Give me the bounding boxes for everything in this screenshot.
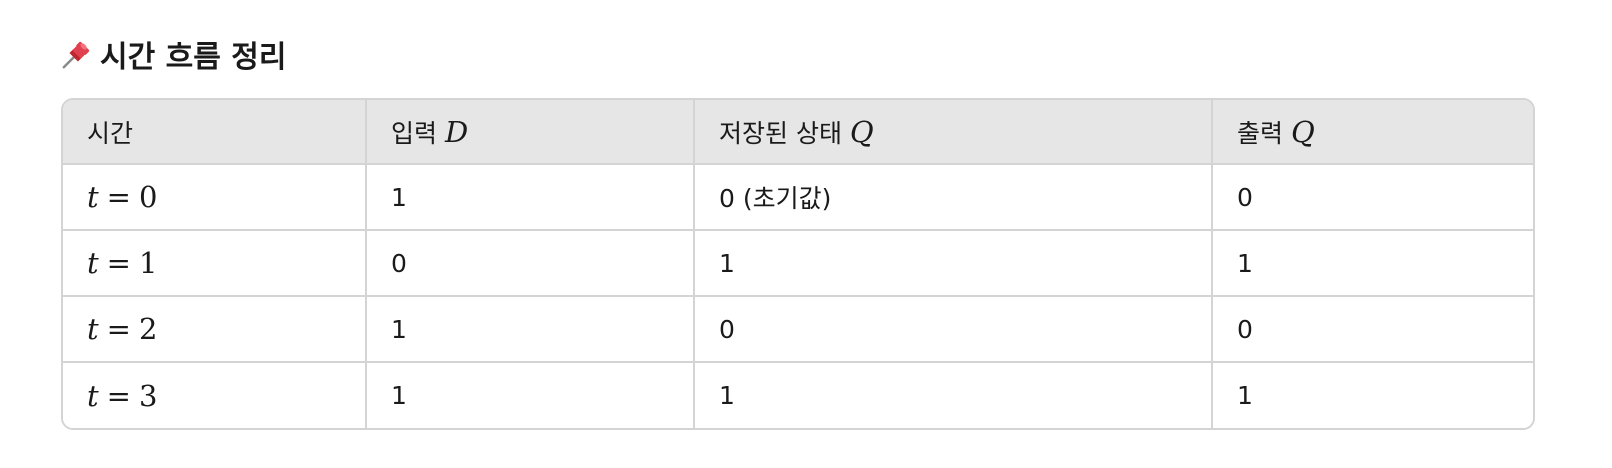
cell-stored-state: 1 (694, 230, 1213, 297)
section-heading: 시간 흐름 정리 (60, 34, 287, 75)
table-row: t = 1 0 1 1 (63, 230, 1533, 297)
header-stored-state-q: 저장된 상태 Q (694, 100, 1213, 165)
table-row: t = 3 1 1 1 (63, 362, 1533, 428)
time-flow-table: 시간 입력 D 저장된 상태 Q 출력 Q t = 0 1 0 (초기값) 0 (61, 98, 1535, 430)
cell-input-d: 1 (366, 296, 695, 363)
cell-input-d: 1 (366, 362, 695, 428)
math-symbol: D (444, 114, 469, 149)
cell-output: 1 (1212, 362, 1533, 428)
header-output-q: 출력 Q (1212, 100, 1533, 165)
cell-input-d: 1 (366, 164, 695, 231)
cell-output: 1 (1212, 230, 1533, 297)
math-symbol: Q (1290, 114, 1315, 149)
header-time: 시간 (63, 100, 367, 165)
cell-output: 0 (1212, 296, 1533, 363)
cell-time: t = 1 (63, 230, 367, 297)
cell-time: t = 0 (63, 164, 367, 231)
cell-stored-state: 1 (694, 362, 1213, 428)
table-header-row: 시간 입력 D 저장된 상태 Q 출력 Q (63, 100, 1533, 165)
table-row: t = 2 1 0 0 (63, 296, 1533, 363)
pushpin-icon (62, 41, 90, 69)
section-title: 시간 흐름 정리 (100, 40, 287, 75)
header-input-d: 입력 D (366, 100, 695, 165)
math-symbol: Q (849, 114, 874, 149)
cell-input-d: 0 (366, 230, 695, 297)
cell-time: t = 2 (63, 296, 367, 363)
cell-time: t = 3 (63, 362, 367, 428)
table-row: t = 0 1 0 (초기값) 0 (63, 164, 1533, 231)
cell-stored-state: 0 (694, 296, 1213, 363)
cell-stored-state: 0 (초기값) (694, 164, 1213, 231)
cell-output: 0 (1212, 164, 1533, 231)
